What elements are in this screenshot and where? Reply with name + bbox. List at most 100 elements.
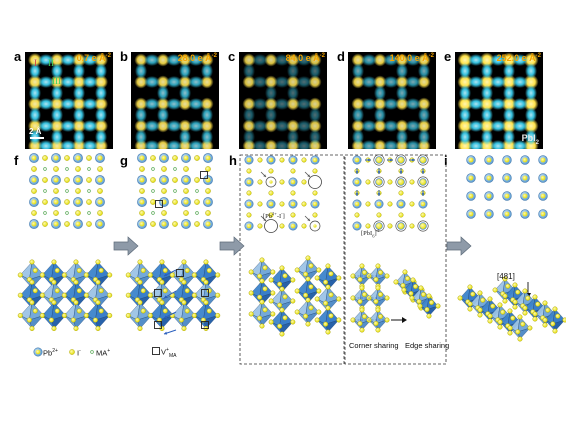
atom-column-i: [82, 140, 98, 149]
pb-atom: [466, 155, 476, 165]
iodine-atom: [517, 314, 523, 320]
iodine-atom: [282, 273, 288, 279]
iodine-atom: [328, 292, 334, 298]
iodine-atom: [26, 317, 32, 323]
iodine-atom: [98, 288, 104, 294]
iodine-atom: [305, 255, 311, 261]
atom-column-i: [490, 120, 506, 132]
iodine-atom: [467, 301, 473, 307]
atom-column-i: [459, 63, 471, 79]
pb-core: [468, 175, 474, 181]
iodine-atom: [375, 263, 381, 269]
iodine-atom: [205, 166, 211, 172]
pb-atom: [95, 153, 105, 163]
pb-core: [246, 201, 252, 207]
iodine-atom: [277, 302, 283, 308]
pb-core: [486, 193, 492, 199]
pb-atom: [51, 197, 61, 207]
octa-face: [375, 275, 388, 287]
iodine-atom: [184, 267, 190, 273]
ma-molecule: [195, 211, 199, 215]
atom-column-pb: [72, 75, 86, 89]
iodine-atom: [194, 199, 200, 205]
iodine-atom: [303, 271, 309, 277]
octa-face: [137, 315, 153, 329]
pb-vacancy-circle: [264, 219, 278, 233]
pb-core: [205, 221, 211, 227]
iodine-atom: [492, 287, 498, 293]
pb-atom: [397, 178, 405, 186]
iodine-atom: [294, 309, 300, 315]
marker-III: III: [52, 76, 61, 86]
iodine-atom: [359, 285, 365, 291]
iodine-atom: [51, 325, 57, 331]
pb-atom: [288, 221, 298, 231]
pb-atom: [397, 222, 405, 230]
atom-column-pb: [72, 53, 86, 67]
iodine-atom: [53, 166, 59, 172]
pb-atom: [352, 155, 362, 165]
pb-atom: [466, 173, 476, 183]
iodine-atom: [75, 166, 81, 172]
pb-core: [75, 155, 81, 161]
atom-column-i: [481, 85, 493, 101]
iodine-atom: [552, 306, 558, 312]
iodine-atom: [312, 190, 318, 196]
pb-core: [75, 177, 81, 183]
atom-column-pb: [308, 119, 322, 133]
atom-column-i: [95, 129, 107, 145]
atom-column-i: [418, 63, 430, 79]
iodine-atom: [95, 325, 101, 331]
atom-column-i: [468, 120, 484, 132]
arrow-head: [421, 193, 425, 196]
iodine-atom: [378, 314, 384, 320]
pb-core: [354, 157, 360, 163]
iodine-atom: [246, 212, 252, 218]
atom-column-pb: [286, 53, 300, 67]
iodine-atom: [259, 323, 265, 329]
iodine-atom: [305, 321, 311, 327]
iodine-atom: [522, 305, 528, 311]
tem-panel-b: 28.0 e Å-2: [131, 52, 219, 149]
pb-core: [139, 221, 145, 227]
iodine-atom: [357, 299, 363, 305]
iodine-atom: [268, 298, 274, 304]
iodine-atom: [139, 188, 145, 194]
pb-atom: [29, 197, 39, 207]
iodine-atom: [354, 212, 360, 218]
iodine-atom: [159, 299, 165, 305]
iodine-atom: [137, 279, 143, 285]
atom-column-pb: [457, 118, 473, 134]
iodine-atom: [357, 321, 363, 327]
atom-column-i: [135, 107, 147, 123]
pb-core: [354, 223, 360, 229]
iodine-atom: [86, 155, 92, 161]
iodine-atom: [515, 329, 521, 335]
iodine-atom: [161, 166, 167, 172]
atom-column-pb: [156, 119, 170, 133]
pb-core: [31, 155, 37, 161]
iodine-atom: [53, 210, 59, 216]
pb-atom: [159, 197, 169, 207]
iodine-atom: [365, 223, 371, 229]
iodine-atom: [257, 294, 263, 300]
atom-column-i: [188, 98, 204, 110]
pb-atom: [310, 155, 320, 165]
atom-column-i: [243, 63, 255, 79]
ma-molecule: [65, 211, 69, 215]
iodine-atom: [301, 201, 307, 207]
pb-atom: [159, 153, 169, 163]
pb-core: [540, 211, 546, 217]
iodine-atom: [257, 273, 263, 279]
atom-column-pb: [156, 53, 170, 67]
iodine-atom: [137, 325, 143, 331]
pb-atom: [51, 219, 61, 229]
tem-panel-c: 84.0 e Å-2: [239, 52, 327, 149]
iodine-atom: [290, 190, 296, 196]
iodine-atom: [426, 313, 432, 319]
arrow-head: [307, 174, 310, 177]
iodine-atom: [42, 199, 48, 205]
iodine-atom: [542, 300, 548, 306]
atom-column-i: [188, 76, 204, 88]
pbi6-label: [PbI6]4-: [361, 228, 381, 239]
